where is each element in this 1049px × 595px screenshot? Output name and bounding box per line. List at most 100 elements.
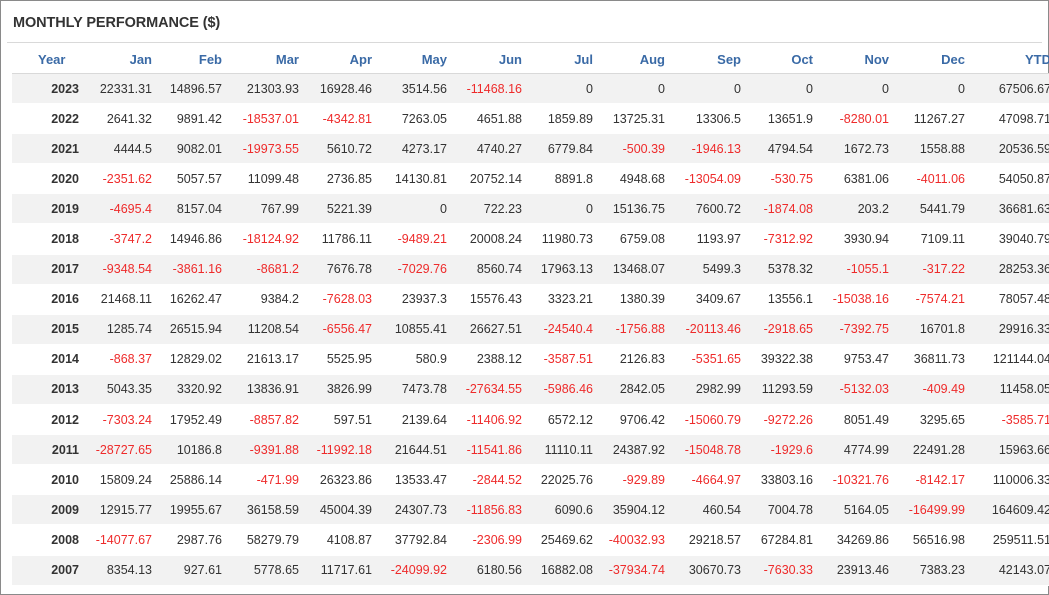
year-cell: 2018: [12, 223, 84, 255]
month-value-cell: -7630.33: [748, 555, 820, 586]
column-header-jul: Jul: [529, 46, 600, 74]
month-value-cell: -24540.4: [529, 314, 600, 345]
month-value-cell: 10186.8: [159, 434, 229, 466]
month-value-cell: 36811.73: [896, 344, 972, 375]
month-value-cell: 3826.99: [306, 374, 379, 406]
month-value-cell: 2987.76: [159, 524, 229, 556]
month-value-cell: 4948.68: [600, 163, 672, 195]
month-value-cell: 67284.81: [748, 524, 820, 556]
month-value-cell: 21613.17: [229, 344, 306, 375]
table-row: 2010 15809.24 25886.14 -471.99 26323.86 13533…: [12, 464, 1049, 496]
month-value-cell: 4273.17: [379, 133, 454, 165]
month-value-cell: 25886.14: [159, 464, 229, 496]
month-value-cell: -20113.46: [672, 314, 748, 345]
month-value-cell: -10321.76: [820, 464, 896, 496]
month-value-cell: 13556.1: [748, 284, 820, 315]
month-value-cell: -9489.21: [379, 223, 454, 255]
month-value-cell: -2844.52: [454, 464, 529, 496]
table-body: 2023 22331.31 14896.57 21303.93 16928.46 3514…: [12, 73, 1049, 586]
month-value-cell: 4651.88: [454, 103, 529, 135]
month-value-cell: 13533.47: [379, 464, 454, 496]
month-value-cell: 9706.42: [600, 404, 672, 436]
ytd-cell: 110006.33: [972, 464, 1049, 496]
month-value-cell: -500.39: [600, 133, 672, 165]
month-value-cell: 5378.32: [748, 254, 820, 285]
month-value-cell: 26515.94: [159, 314, 229, 345]
month-value-cell: 10855.41: [379, 314, 454, 345]
month-value-cell: 6180.56: [454, 555, 529, 586]
ytd-cell: 164609.42: [972, 494, 1049, 526]
month-value-cell: -14077.67: [84, 524, 159, 556]
ytd-cell: 28253.36: [972, 254, 1049, 285]
month-value-cell: -13054.09: [672, 163, 748, 195]
year-cell: 2019: [12, 193, 84, 225]
month-value-cell: 7109.11: [896, 223, 972, 255]
month-value-cell: 7263.05: [379, 103, 454, 135]
month-value-cell: 3409.67: [672, 284, 748, 315]
month-value-cell: -2306.99: [454, 524, 529, 556]
month-value-cell: 21644.51: [379, 434, 454, 466]
month-value-cell: -9391.88: [229, 434, 306, 466]
month-value-cell: -8280.01: [820, 103, 896, 135]
table-row: 2008 -14077.67 2987.76 58279.79 4108.87 37792…: [12, 524, 1049, 556]
month-value-cell: 56516.98: [896, 524, 972, 556]
month-value-cell: -409.49: [896, 374, 972, 406]
table-row: 2020 -2351.62 5057.57 11099.48 2736.85 14130.…: [12, 163, 1049, 195]
month-value-cell: 11786.11: [306, 223, 379, 255]
table-row: 2014 -868.37 12829.02 21613.17 5525.95 580.9 2…: [12, 344, 1049, 375]
month-value-cell: -5351.65: [672, 344, 748, 375]
month-value-cell: 35904.12: [600, 494, 672, 526]
month-value-cell: -3861.16: [159, 254, 229, 285]
month-value-cell: 24307.73: [379, 494, 454, 526]
month-value-cell: 580.9: [379, 344, 454, 375]
month-value-cell: -9272.26: [748, 404, 820, 436]
year-cell: 2021: [12, 133, 84, 165]
month-value-cell: 14896.57: [159, 73, 229, 105]
ytd-cell: 42143.07: [972, 555, 1049, 586]
ytd-cell: 54050.87: [972, 163, 1049, 195]
month-value-cell: -4342.81: [306, 103, 379, 135]
month-value-cell: 13468.07: [600, 254, 672, 285]
month-value-cell: 7383.23: [896, 555, 972, 586]
month-value-cell: 6779.84: [529, 133, 600, 165]
month-value-cell: -4011.06: [896, 163, 972, 195]
month-value-cell: 2641.32: [84, 103, 159, 135]
month-value-cell: 460.54: [672, 494, 748, 526]
year-cell: 2023: [12, 73, 84, 105]
month-value-cell: 33803.16: [748, 464, 820, 496]
month-value-cell: 13306.5: [672, 103, 748, 135]
ytd-cell: 121144.04: [972, 344, 1049, 375]
month-value-cell: 1285.74: [84, 314, 159, 345]
column-header-jan: Jan: [84, 46, 159, 74]
month-value-cell: 6759.08: [600, 223, 672, 255]
ytd-cell: 20536.59: [972, 133, 1049, 165]
month-value-cell: 6572.12: [529, 404, 600, 436]
month-value-cell: 0: [748, 73, 820, 105]
month-value-cell: 9384.2: [229, 284, 306, 315]
month-value-cell: -7312.92: [748, 223, 820, 255]
month-value-cell: 15136.75: [600, 193, 672, 225]
month-value-cell: -15060.79: [672, 404, 748, 436]
month-value-cell: 45004.39: [306, 494, 379, 526]
table-row: 2012 -7303.24 17952.49 -8857.82 597.51 2139.6…: [12, 404, 1049, 436]
month-value-cell: 21303.93: [229, 73, 306, 105]
month-value-cell: 23937.3: [379, 284, 454, 315]
ytd-cell: 47098.71: [972, 103, 1049, 135]
month-value-cell: 5057.57: [159, 163, 229, 195]
month-value-cell: 5441.79: [896, 193, 972, 225]
column-header-may: May: [379, 46, 454, 74]
month-value-cell: 24387.92: [600, 434, 672, 466]
month-value-cell: 5164.05: [820, 494, 896, 526]
month-value-cell: 6090.6: [529, 494, 600, 526]
month-value-cell: -3747.2: [84, 223, 159, 255]
month-value-cell: 7600.72: [672, 193, 748, 225]
month-value-cell: -11468.16: [454, 73, 529, 105]
month-value-cell: 4774.99: [820, 434, 896, 466]
table-row: 2023 22331.31 14896.57 21303.93 16928.46 3514…: [12, 73, 1049, 105]
month-value-cell: -3587.51: [529, 344, 600, 375]
month-value-cell: -8857.82: [229, 404, 306, 436]
month-value-cell: -7628.03: [306, 284, 379, 315]
month-value-cell: -11992.18: [306, 434, 379, 466]
month-value-cell: 25469.62: [529, 524, 600, 556]
